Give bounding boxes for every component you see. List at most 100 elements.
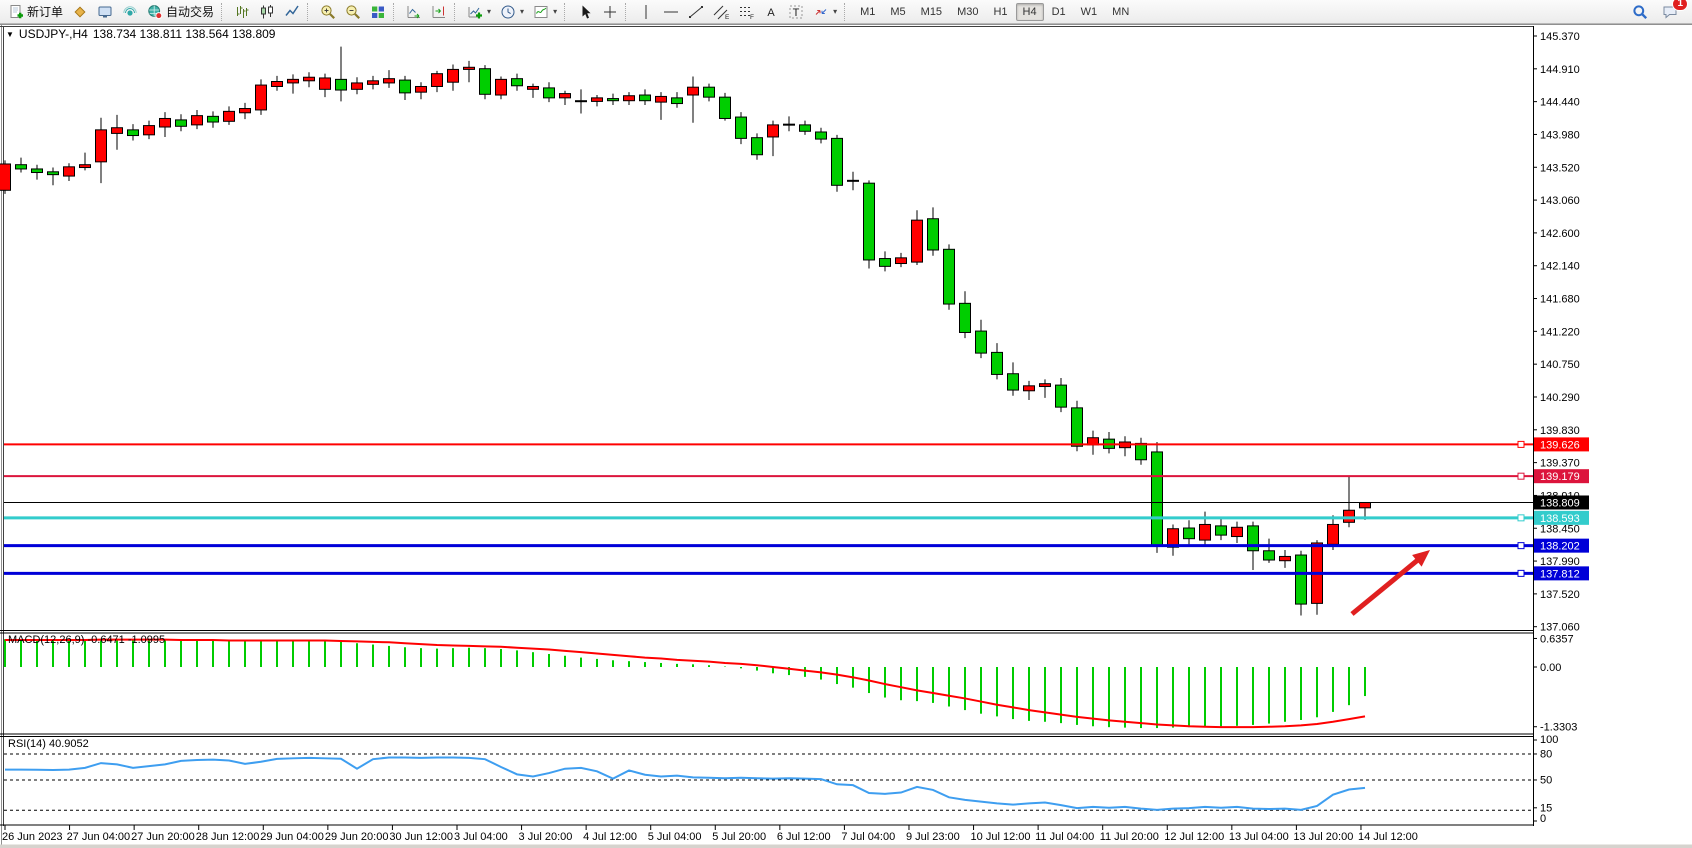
crosshair-button[interactable]	[598, 1, 622, 23]
arrows-button[interactable]: ▾	[809, 1, 841, 23]
candle-body	[1183, 527, 1195, 540]
candlestick-chart-button[interactable]	[255, 1, 279, 23]
new-order-button[interactable]: 新订单	[4, 1, 67, 23]
trend-arrow-head[interactable]	[1412, 550, 1430, 567]
price-axis-label: 144.440	[1540, 97, 1580, 109]
timeframe-m30[interactable]: M30	[957, 5, 979, 18]
price-axis-label: 142.140	[1540, 261, 1580, 273]
candle-body	[1007, 373, 1019, 391]
candle-body	[335, 78, 347, 91]
price-axis-label: 137.520	[1540, 589, 1580, 601]
candle-body	[1023, 385, 1035, 392]
timeframe-m5[interactable]: M5	[890, 5, 906, 18]
chevron-down-icon[interactable]: ▾	[487, 7, 492, 16]
candle-body	[783, 123, 795, 126]
chart-shift-button[interactable]	[427, 1, 451, 23]
candle-body	[831, 137, 843, 186]
text-label-button[interactable]: T	[784, 1, 808, 23]
search-button[interactable]	[1628, 1, 1652, 23]
timeframe-m1[interactable]: M1	[860, 5, 876, 18]
candle-body	[399, 79, 411, 94]
macd-signal-line	[5, 638, 1366, 729]
timeframe-w1[interactable]: W1	[1080, 5, 1098, 18]
candle-body	[1263, 550, 1275, 561]
hline-handle[interactable]	[1517, 542, 1525, 550]
hline-handle[interactable]	[1517, 569, 1525, 577]
bar-chart-button[interactable]	[230, 1, 254, 23]
time-axis[interactable]: 26 Jun 2023 27 Jun 04:00 27 Jun 20:00 28 Ju…	[2, 825, 1418, 843]
periodicity-button[interactable]: ▾	[496, 1, 528, 23]
chevron-down-icon[interactable]: ▾	[553, 7, 558, 16]
hline-handle[interactable]	[1517, 514, 1525, 522]
time-axis-label: 26 Jun 2023	[2, 831, 63, 843]
copy-trade-button[interactable]	[93, 1, 117, 23]
timeframe-d1[interactable]: D1	[1051, 5, 1066, 18]
candle-body	[927, 218, 939, 251]
timeframe-mn[interactable]: MN	[1112, 5, 1130, 18]
rsi-pane: 100 80 50 150	[4, 734, 1558, 825]
candle-body	[303, 76, 315, 82]
chart-expander-icon[interactable]: ▼	[6, 29, 14, 39]
candle-body	[191, 115, 203, 126]
candle-body	[895, 257, 907, 265]
zoom-in-button[interactable]	[316, 1, 340, 23]
trend-arrow[interactable]	[1350, 550, 1430, 616]
candle-body	[959, 302, 971, 333]
signals-button[interactable]	[118, 1, 142, 23]
chat-button[interactable]: 1	[1658, 0, 1688, 23]
candle-body	[463, 66, 475, 70]
candle-body	[1055, 384, 1067, 408]
trend-arrow-shaft[interactable]	[1350, 555, 1423, 616]
timeframe-h1[interactable]: H1	[993, 5, 1008, 18]
candle-body	[479, 68, 491, 95]
autotrading-button[interactable]: 自动交易	[143, 1, 218, 23]
vertical-line-button[interactable]	[634, 1, 658, 23]
chat-unread-badge: 1	[1672, 0, 1688, 11]
search-icon	[1633, 4, 1648, 19]
zoom-out-button-icon	[346, 4, 361, 19]
price-axis-label: 140.750	[1540, 359, 1580, 371]
svg-text:F: F	[750, 14, 754, 20]
new-chart-button-icon	[468, 6, 483, 18]
arrows-button-icon	[815, 8, 827, 15]
tile-windows-button[interactable]	[366, 1, 390, 23]
trendline-button-icon	[689, 5, 704, 18]
auto-scroll-button[interactable]	[402, 1, 426, 23]
fibonacci-button[interactable]: F	[734, 1, 758, 23]
chart-canvas[interactable]: 145.370 144.910 144.440 143.980 143.520 143.0…	[0, 24, 1692, 848]
price-axis[interactable]: 145.370 144.910 144.440 143.980 143.520 143.0…	[1533, 31, 1580, 634]
time-axis-label: 9 Jul 23:00	[906, 831, 960, 843]
candle-body	[239, 108, 251, 114]
horizontal-line-button[interactable]	[659, 1, 683, 23]
hline-handle[interactable]	[1517, 440, 1525, 448]
time-axis-label: 14 Jul 12:00	[1358, 831, 1418, 843]
equidistant-channel-button[interactable]: E	[709, 1, 733, 23]
templates-button[interactable]: ▾	[529, 1, 561, 23]
candle-body	[1247, 525, 1259, 552]
chevron-down-icon[interactable]: ▾	[833, 7, 838, 16]
trendline-button[interactable]	[684, 1, 708, 23]
candle-body	[319, 77, 331, 90]
price-axis-label: 137.990	[1540, 556, 1580, 568]
time-axis-label: 3 Jul 20:00	[519, 831, 573, 843]
candle-body	[127, 129, 139, 137]
candle-body	[31, 168, 43, 174]
zoom-out-button[interactable]	[341, 1, 365, 23]
gold-button[interactable]	[68, 1, 92, 23]
text-button[interactable]: A	[759, 1, 783, 23]
timeframe-m15[interactable]: M15	[920, 5, 943, 18]
timeframe-h4[interactable]: H4	[1015, 2, 1044, 21]
candle-body	[975, 330, 987, 354]
candle-body	[863, 182, 875, 261]
chevron-down-icon[interactable]: ▾	[520, 7, 525, 16]
candles	[0, 46, 1371, 616]
candle-body	[799, 124, 811, 132]
line-chart-button[interactable]	[280, 1, 304, 23]
hline-handle[interactable]	[1517, 472, 1525, 480]
time-axis-label: 5 Jul 20:00	[712, 831, 766, 843]
cursor-button[interactable]	[573, 1, 597, 23]
candle-body	[591, 97, 603, 102]
rsi-value: 40.9052	[48, 738, 89, 750]
new-chart-button[interactable]: ▾	[463, 1, 495, 23]
